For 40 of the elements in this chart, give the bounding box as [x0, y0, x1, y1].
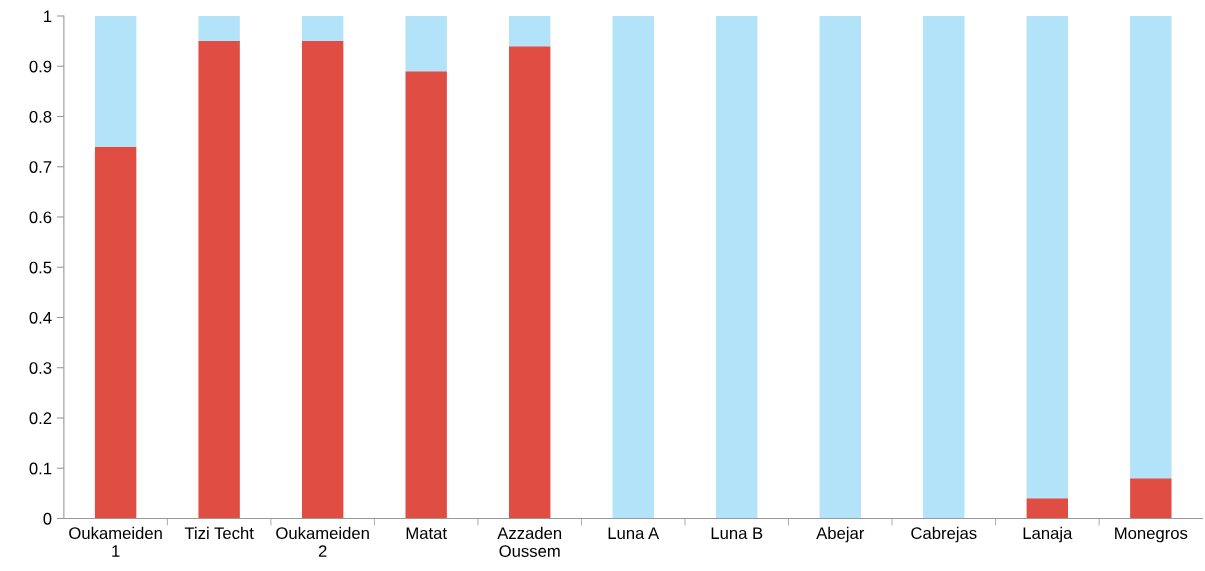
y-tick-label: 0 [43, 512, 52, 525]
bar [923, 15, 965, 519]
bar [301, 41, 344, 519]
y-tick-label: 0.6 [29, 211, 52, 224]
x-tick-label: Abejar [816, 526, 865, 543]
y-tick-label: 0.4 [29, 311, 52, 324]
y-tick-label: 0.7 [29, 161, 52, 173]
y-tick-label: 0.1 [29, 462, 52, 475]
x-tick-label: Oukameiden 1 [69, 526, 162, 557]
y-tick-label: 0.8 [29, 110, 52, 123]
bar [509, 46, 551, 519]
bar [819, 15, 861, 519]
x-tick-label: Luna B [711, 527, 763, 540]
bar [509, 15, 551, 47]
y-tick-label: 0.2 [29, 412, 52, 425]
bar [94, 15, 137, 147]
y-tick-label: 0.3 [29, 362, 52, 374]
x-tick-label: Oukameiden 2 [276, 526, 369, 557]
bar [716, 15, 758, 519]
y-tick-label: 1 [44, 10, 52, 23]
x-tick-label: Tizi Techt [184, 526, 254, 540]
bar [612, 15, 654, 519]
bar [405, 15, 447, 72]
x-tick-label: Luna A [608, 527, 660, 540]
bar [198, 41, 240, 519]
bar [1026, 498, 1069, 519]
x-tick-label: Cabrejas [911, 526, 977, 543]
bar [1130, 478, 1172, 519]
y-tick-label: 0.5 [29, 261, 52, 274]
x-tick-label: Azzaden Oussem [497, 526, 562, 557]
y-tick-label: 0.9 [29, 60, 52, 73]
x-tick-label: Lanaja [1023, 526, 1073, 543]
bar [1026, 15, 1069, 499]
x-tick-label: Matat [406, 527, 447, 540]
bar [405, 71, 447, 519]
bar [198, 15, 240, 42]
bar [301, 15, 344, 42]
bar [94, 146, 137, 519]
bar [1130, 15, 1172, 479]
x-tick-label: Monegros [1115, 527, 1188, 543]
